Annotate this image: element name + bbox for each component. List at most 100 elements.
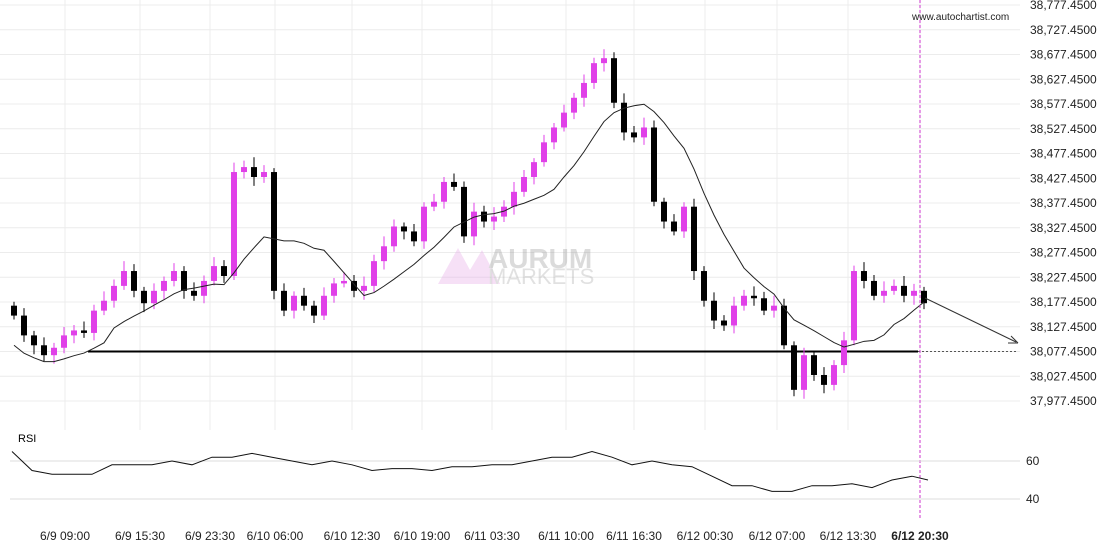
x-tick-label: 6/9 09:00 [40,529,90,543]
candle-body [761,298,767,311]
candle-body [531,162,537,177]
candle-body [301,295,307,306]
y-tick-label: 38,727.4500 [1030,23,1097,37]
candle-body [161,280,167,291]
x-tick-label: 6/12 00:30 [677,529,734,543]
candle-body [821,374,827,385]
candle-body [511,191,517,207]
y-tick-label: 38,127.4500 [1030,320,1097,334]
candle-body [681,206,687,232]
y-tick-label: 38,027.4500 [1030,369,1097,383]
y-tick-label: 38,227.4500 [1030,270,1097,284]
candle-body [651,127,657,202]
candle-body [191,290,197,296]
candle-body [281,290,287,311]
candle-body [351,280,357,291]
candle-body [21,315,27,336]
candle-body [561,112,567,128]
candle-body [121,271,127,286]
rsi-tick-label: 40 [1026,492,1040,506]
candle-body [241,167,247,173]
y-tick-label: 38,777.4500 [1030,0,1097,12]
candle-body [871,280,877,296]
candle-body [471,211,477,237]
candle-body [791,345,797,390]
candle-body [41,345,47,356]
candle-body [451,181,457,187]
candle-body [11,305,17,316]
candle-body [441,181,447,202]
candle-body [391,226,397,247]
candle-body [111,285,117,301]
y-tick-label: 38,577.4500 [1030,97,1097,111]
rsi-line [11,450,929,492]
forecast-arrow [924,297,1017,343]
y-tick-label: 38,077.4500 [1030,345,1097,359]
candle-body [571,97,577,113]
candle-body [461,186,467,237]
x-tick-label: 6/12 13:30 [820,529,877,543]
rsi-tick-label: 60 [1026,454,1040,468]
x-tick-label: 6/12 07:00 [749,529,806,543]
candle-body [881,290,887,296]
candle-body [261,172,267,177]
y-tick-label: 38,327.4500 [1030,221,1097,235]
candle-body [771,305,777,311]
candle-body [601,58,607,64]
x-tick-label: 6/11 10:00 [538,529,594,543]
logo-text: AURUM [488,243,592,274]
candle-body [431,201,437,207]
candle-body [671,221,677,232]
candle-body [591,63,597,83]
candle-body [661,201,667,222]
candle-body [51,347,57,356]
candle-body [611,58,617,103]
candle-body [271,172,277,291]
candle-body [751,295,757,299]
candle-body [691,206,697,272]
candle-body [631,132,637,138]
candle-body [381,246,387,262]
candle-body [61,335,67,348]
candle-body [801,355,807,390]
candle-body [101,300,107,311]
candle-body [321,295,327,316]
candle-body [841,340,847,366]
candle-body [71,330,77,336]
y-tick-label: 38,177.4500 [1030,295,1097,309]
y-tick-label: 37,977.4500 [1030,394,1097,408]
x-tick-label: 6/9 15:30 [115,529,165,543]
candle-body [291,295,297,311]
candle-body [721,320,727,326]
candle-body [181,271,187,291]
candle-body [891,285,897,291]
candle-body [131,271,137,291]
candle-body [331,283,337,296]
candle-body [901,285,907,296]
candle-body [151,290,157,304]
candle-body [421,206,427,242]
candle-body [141,290,147,304]
candle-body [911,290,917,296]
candle-body [491,216,497,222]
x-tick-label: 6/10 19:00 [394,529,451,543]
candle-body [711,300,717,321]
candle-body [701,271,707,301]
candle-body [781,305,787,346]
autochartist-watermark: www.autochartist.com [912,12,1010,23]
y-tick-label: 38,677.4500 [1030,48,1097,62]
candle-body [831,365,837,385]
logo-mark [438,248,500,284]
candle-body [741,295,747,306]
x-tick-label: 6/12 20:30 [891,529,949,543]
moving-average-line [13,103,925,363]
candle-body [581,82,587,98]
candle-body [81,330,87,333]
candle-body [401,226,407,232]
candle-body [811,355,817,375]
candle-body [641,127,647,138]
candle-body [171,271,177,281]
candle-body [91,310,97,333]
